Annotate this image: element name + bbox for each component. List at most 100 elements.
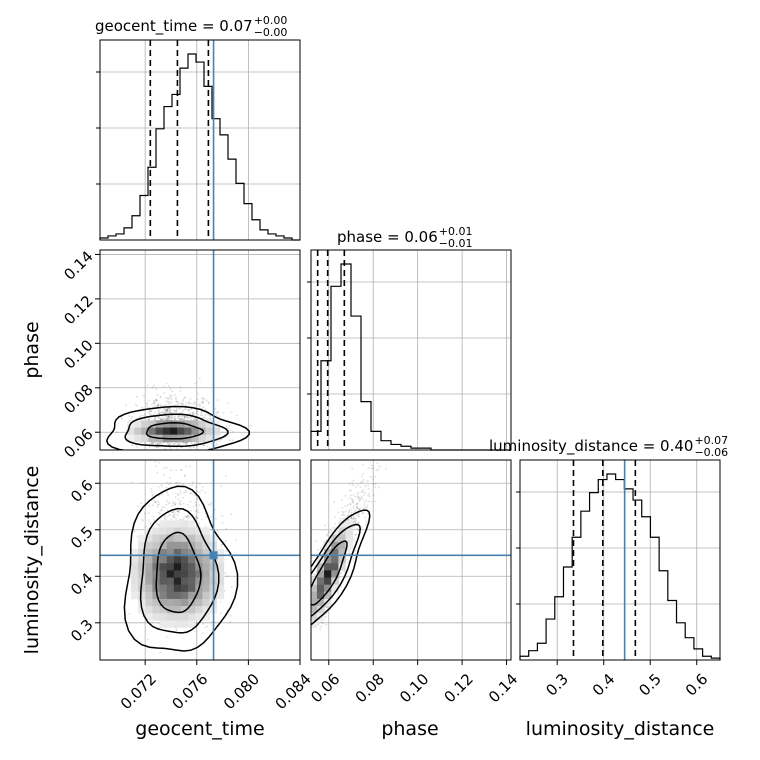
sample-point xyxy=(161,493,163,496)
density-cell xyxy=(180,541,189,550)
sample-point xyxy=(431,329,433,331)
density-cell xyxy=(324,598,332,607)
sample-point xyxy=(195,515,198,518)
sample-point xyxy=(178,407,180,410)
sample-point xyxy=(181,483,184,486)
sample-point xyxy=(352,517,355,520)
sample-point xyxy=(352,501,354,504)
x-axis-label-geocent_time: geocent_time xyxy=(135,718,264,740)
sample-point xyxy=(200,412,203,414)
sample-point xyxy=(159,512,161,515)
sample-point xyxy=(178,417,181,420)
density-cell xyxy=(145,548,153,557)
sample-point xyxy=(392,425,394,427)
sample-point xyxy=(307,640,309,642)
sample-point xyxy=(442,353,444,355)
sample-point xyxy=(152,402,155,405)
sample-point xyxy=(180,403,183,406)
sample-point xyxy=(150,442,153,445)
sample-point xyxy=(349,503,352,505)
sample-point xyxy=(431,343,433,345)
density-cell xyxy=(188,584,196,593)
sample-point xyxy=(190,408,193,411)
sample-point xyxy=(180,519,183,521)
sample-point xyxy=(147,512,150,514)
sample-point xyxy=(184,489,187,492)
density-cell xyxy=(180,527,189,535)
sample-point xyxy=(166,417,169,420)
sample-point xyxy=(174,411,177,414)
sample-point xyxy=(196,517,199,519)
sample-point xyxy=(400,417,402,419)
sample-point xyxy=(202,444,205,447)
density-cell xyxy=(202,613,210,621)
sample-point xyxy=(205,399,208,402)
sample-point xyxy=(161,505,164,508)
sample-point xyxy=(360,496,363,499)
sample-point xyxy=(127,415,130,417)
sample-point xyxy=(152,402,155,404)
sample-point xyxy=(202,417,205,419)
sample-point xyxy=(194,501,197,504)
sample-point xyxy=(174,502,177,505)
sample-point xyxy=(357,515,360,518)
sample-point xyxy=(178,442,181,445)
density-cell xyxy=(195,548,203,557)
sample-point xyxy=(357,491,360,494)
sample-point xyxy=(347,561,349,564)
sample-point xyxy=(191,484,193,486)
x-axis-label-luminosity_distance: luminosity_distance xyxy=(526,718,715,740)
sample-point xyxy=(174,512,177,515)
sample-point xyxy=(153,404,156,407)
density-cell xyxy=(316,598,325,607)
sample-point xyxy=(130,417,133,420)
sample-point xyxy=(166,410,168,413)
sample-point xyxy=(351,467,354,470)
sample-point xyxy=(337,511,340,514)
sample-point xyxy=(356,502,359,505)
sample-point xyxy=(165,466,168,469)
density-cell xyxy=(159,620,168,628)
sample-point xyxy=(167,401,169,404)
density-cell xyxy=(198,420,206,428)
sample-point xyxy=(168,412,171,414)
title-sub: −0.00 xyxy=(254,26,288,39)
sample-point xyxy=(201,632,204,635)
sample-point xyxy=(196,410,199,413)
density-cell xyxy=(134,434,142,443)
sample-point xyxy=(162,417,165,420)
sample-point xyxy=(162,418,165,420)
density-cell xyxy=(324,541,332,550)
sample-point xyxy=(206,445,209,448)
sample-point xyxy=(131,481,134,484)
sample-point xyxy=(404,410,406,412)
sample-point xyxy=(379,433,381,435)
sample-point xyxy=(184,515,187,517)
sample-point xyxy=(179,402,182,404)
density-cell xyxy=(130,563,139,571)
sample-point xyxy=(208,447,211,449)
sample-point xyxy=(220,485,223,487)
sample-point xyxy=(372,483,375,486)
density-cell xyxy=(331,556,339,564)
sample-point xyxy=(144,525,147,528)
sample-point xyxy=(356,493,358,496)
sample-point xyxy=(376,462,379,464)
y-axis-label-luminosity_distance: luminosity_distance xyxy=(21,466,43,655)
sample-point xyxy=(209,529,212,531)
sample-point xyxy=(357,484,360,486)
sample-point xyxy=(178,415,181,417)
sample-point xyxy=(194,494,196,497)
sample-point xyxy=(179,407,182,410)
sample-point xyxy=(167,483,170,486)
sample-point xyxy=(188,416,191,419)
histogram-step-luminosity_distance xyxy=(519,473,721,660)
sample-point xyxy=(215,411,218,414)
x-tick-label: 0.6 xyxy=(682,670,712,700)
density-cell xyxy=(195,534,203,543)
sample-point xyxy=(166,409,168,411)
sample-point xyxy=(226,402,229,405)
density-cell xyxy=(205,434,214,443)
sample-point xyxy=(155,398,158,401)
density-cell xyxy=(188,570,196,578)
